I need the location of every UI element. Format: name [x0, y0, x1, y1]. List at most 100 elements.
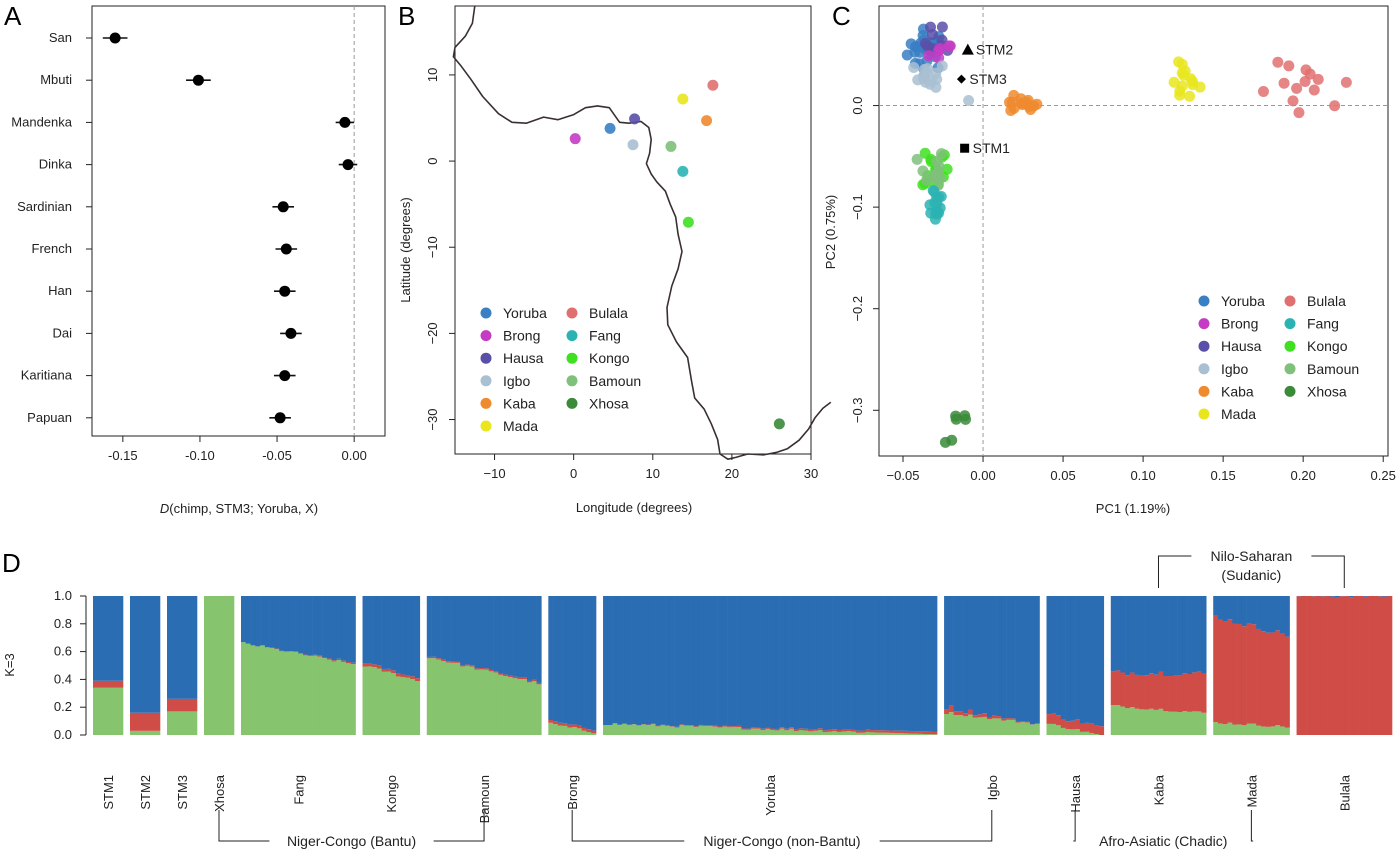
- panel-d-bar-green-kongo: [396, 676, 401, 735]
- panel-d-bar-red-igbo: [944, 710, 949, 714]
- panel-d-bar-green-yoruba: [703, 726, 708, 735]
- panel-d-bar-blue-bulala: [1382, 596, 1387, 597]
- panel-d-bar-blue-kaba: [1149, 596, 1154, 673]
- panel-d-bar-blue-brong: [586, 596, 591, 729]
- panel-d-bar-blue-bamoun: [527, 596, 532, 681]
- panel-d-bar-blue-brong: [567, 596, 572, 725]
- panel-d-bar-blue-kongo: [382, 596, 387, 669]
- panel-b-point-fang: [677, 166, 688, 177]
- panel-d-bar-blue-hausa: [1080, 596, 1085, 724]
- panel-d-bar-red-bamoun: [460, 665, 465, 666]
- panel-d-bar-green-bamoun: [427, 658, 432, 735]
- panel-c-point-hausa: [925, 22, 936, 33]
- panel-a-x-tick-label: 0.00: [342, 448, 367, 463]
- panel-c-legend-label-mada: Mada: [1221, 406, 1256, 422]
- panel-d-bar-green-igbo: [1020, 722, 1025, 735]
- panel-d-bar-green-yoruba: [670, 727, 675, 735]
- panel-a: SanMbutiMandenkaDinkaSardinianFrenchHanD…: [11, 6, 385, 516]
- panel-d-bar-blue-bulala: [1335, 596, 1340, 597]
- panel-c-point-hausa: [920, 38, 931, 49]
- panel-d-bar-blue-yoruba: [684, 596, 689, 725]
- panel-d-bar-green-yoruba: [861, 733, 866, 735]
- panel-d-bar-green-mada: [1270, 726, 1275, 735]
- panel-d-bar-blue-bamoun: [489, 596, 494, 670]
- panel-d-bar-red-bulala: [1354, 596, 1359, 735]
- panel-d-bar-blue-yoruba: [770, 596, 775, 729]
- panel-d-bar-green-kaba: [1111, 705, 1116, 735]
- panel-c-point-mada: [1173, 56, 1184, 67]
- panel-c-point-bulala: [1279, 78, 1290, 89]
- panel-d-bar-blue-igbo: [949, 596, 954, 706]
- panel-d-bar-blue-igbo: [982, 596, 987, 713]
- panel-d-bar-blue-yoruba: [889, 596, 894, 731]
- panel-c-point-fang: [925, 208, 936, 219]
- panel-d-bar-green-yoruba: [646, 725, 651, 735]
- panel-c-legend-swatch-kaba: [1199, 386, 1210, 397]
- panel-d-bar-red-yoruba: [732, 726, 737, 727]
- panel-d-bar-red-bamoun: [508, 676, 513, 677]
- panel-c-y-ticks: 0.0−0.1−0.2−0.3: [850, 97, 879, 424]
- panel-d-bar-green-kongo: [377, 669, 382, 735]
- panel-d-bar-red-brong: [586, 729, 591, 732]
- panel-c-legend-swatch-igbo: [1199, 363, 1210, 374]
- panel-d-bar-green-igbo: [949, 712, 954, 735]
- panel-d-bar-blue-brong: [548, 596, 553, 720]
- panel-d-bar-red-yoruba: [746, 729, 751, 730]
- panel-d-bar-blue-fang: [346, 596, 351, 662]
- panel-d-bar-blue-fang: [341, 596, 346, 661]
- panel-d-bar-green-brong: [591, 733, 596, 735]
- panel-d-bar-green-kaba: [1201, 713, 1206, 735]
- panel-d-bar-green-mada: [1256, 726, 1261, 735]
- panel-d-bar-red-yoruba: [875, 730, 880, 732]
- panel-d-bar-blue-bamoun: [522, 596, 527, 678]
- panel-c-annotation-label-stm3: STM3: [969, 71, 1007, 87]
- panel-d-bar-red-igbo: [997, 716, 1002, 718]
- panel-c-point-fang: [929, 197, 940, 208]
- panel-d-bar-blue-mada: [1218, 596, 1223, 619]
- panel-c-x-tick-label: 0.00: [970, 468, 995, 483]
- panel-d-bar-green-fang: [279, 651, 284, 735]
- panel-d-bar-green-yoruba: [665, 726, 670, 735]
- panel-a-category-label-han: Han: [48, 283, 72, 298]
- panel-d-group-label-hausa: Hausa: [1068, 774, 1083, 812]
- panel-d-bar-blue-igbo: [997, 596, 1002, 716]
- panel-d-bar-green-kaba: [1120, 706, 1125, 735]
- panel-c-point-bulala: [1309, 84, 1320, 95]
- panel-c-legend: YorubaBrongHausaIgboKabaMadaBulalaFangKo…: [1199, 293, 1360, 422]
- panel-d-bar-red-bamoun: [479, 668, 484, 669]
- panel-d-bar-green-fang: [332, 661, 337, 735]
- panel-a-point-han: [279, 286, 290, 297]
- panel-d-bar-green-mada: [1232, 725, 1237, 735]
- panel-d-bar-green-yoruba: [842, 731, 847, 735]
- panel-d-bar-blue-fang: [260, 596, 265, 645]
- panel-d-bar-red-kaba: [1125, 675, 1130, 708]
- panel-c-x-label: PC1 (1.19%): [1096, 501, 1170, 516]
- panel-d-y-label: K=3: [2, 653, 17, 677]
- panel-d-bar-blue-bamoun: [484, 596, 489, 668]
- panel-d-bar-blue-stm3: [167, 596, 197, 699]
- panel-d-bar-red-brong: [563, 723, 568, 726]
- panel-d-bar-red-yoruba: [675, 727, 680, 728]
- panel-d-bar-red-yoruba: [679, 724, 684, 725]
- panel-d-bar-green-yoruba: [928, 734, 933, 735]
- panel-a-category-label-san: San: [49, 30, 72, 45]
- panel-a-point-dai: [285, 328, 296, 339]
- panel-d-bar-red-bulala: [1320, 596, 1325, 735]
- panel-b-x-label: Longitude (degrees): [576, 500, 692, 515]
- panel-d-bar-red-kongo: [372, 664, 377, 667]
- panel-d-bar-red-mada: [1251, 624, 1256, 723]
- panel-b-legend-label-kaba: Kaba: [503, 395, 536, 411]
- panel-d-bar-green-yoruba: [794, 731, 799, 735]
- panel-d-bar-blue-kongo: [396, 596, 401, 674]
- panel-d-bar-blue-bamoun: [446, 596, 451, 661]
- panel-d-bar-blue-mada: [1237, 596, 1242, 624]
- panel-d-group-label-brong: Brong: [565, 775, 580, 810]
- panel-d-bar-green-yoruba: [799, 730, 804, 735]
- panel-d-bar-green-bamoun: [494, 672, 499, 735]
- panel-d-bar-red-bulala: [1368, 596, 1373, 735]
- panel-b-legend-label-kongo: Kongo: [589, 350, 630, 366]
- panel-c-point-igbo: [963, 95, 974, 106]
- panel-d-bar-green-yoruba: [775, 730, 780, 735]
- panel-d-bar-red-yoruba: [889, 731, 894, 733]
